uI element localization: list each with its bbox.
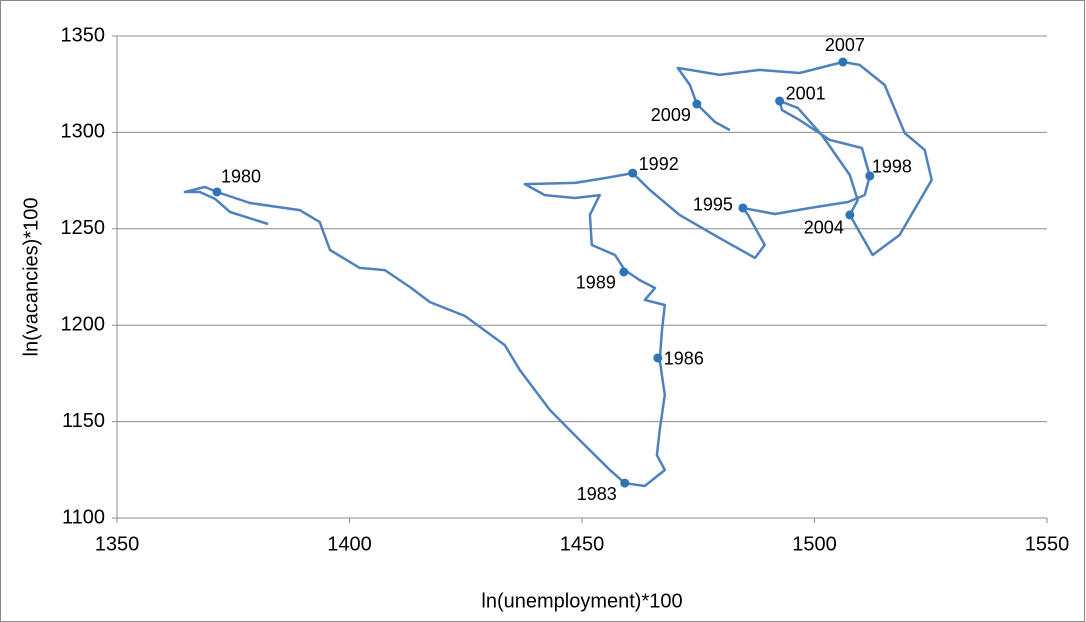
x-tick-label: 1350 (95, 533, 140, 555)
point-label: 2009 (651, 105, 691, 125)
x-tick-label: 1550 (1025, 533, 1070, 555)
y-tick-label: 1150 (62, 410, 105, 432)
y-tick-label: 1200 (61, 313, 106, 335)
data-line (183, 60, 933, 488)
x-tick-label: 1500 (792, 533, 837, 555)
data-point (653, 353, 663, 363)
data-point (212, 187, 222, 197)
data-point (738, 203, 748, 213)
data-point (692, 99, 702, 109)
point-label: 1980 (221, 167, 261, 187)
data-point (619, 267, 629, 277)
point-label: 2001 (786, 84, 826, 104)
data-point (628, 168, 638, 178)
y-tick-label: 1250 (61, 217, 106, 239)
y-tick-label: 1300 (61, 121, 106, 143)
point-label: 1995 (693, 195, 733, 215)
x-tick-label: 1400 (327, 533, 372, 555)
point-label: 2004 (804, 218, 844, 238)
data-point (775, 96, 785, 106)
data-point (838, 57, 848, 67)
point-label: 1986 (664, 349, 704, 369)
point-label: 1998 (872, 157, 912, 177)
point-label: 1983 (577, 484, 617, 504)
data-point (865, 171, 875, 181)
point-label: 2007 (825, 35, 865, 55)
x-axis-label: ln(unemployment)*100 (481, 590, 682, 612)
data-point (620, 478, 630, 488)
y-tick-label: 1350 (61, 24, 106, 46)
data-point (845, 210, 855, 220)
y-axis-label: ln(vacancies)*100 (20, 198, 42, 357)
point-label: 1989 (576, 273, 616, 293)
y-tick-label: 1100 (62, 506, 105, 528)
point-label: 1992 (639, 154, 679, 174)
x-tick-label: 1450 (560, 533, 605, 555)
